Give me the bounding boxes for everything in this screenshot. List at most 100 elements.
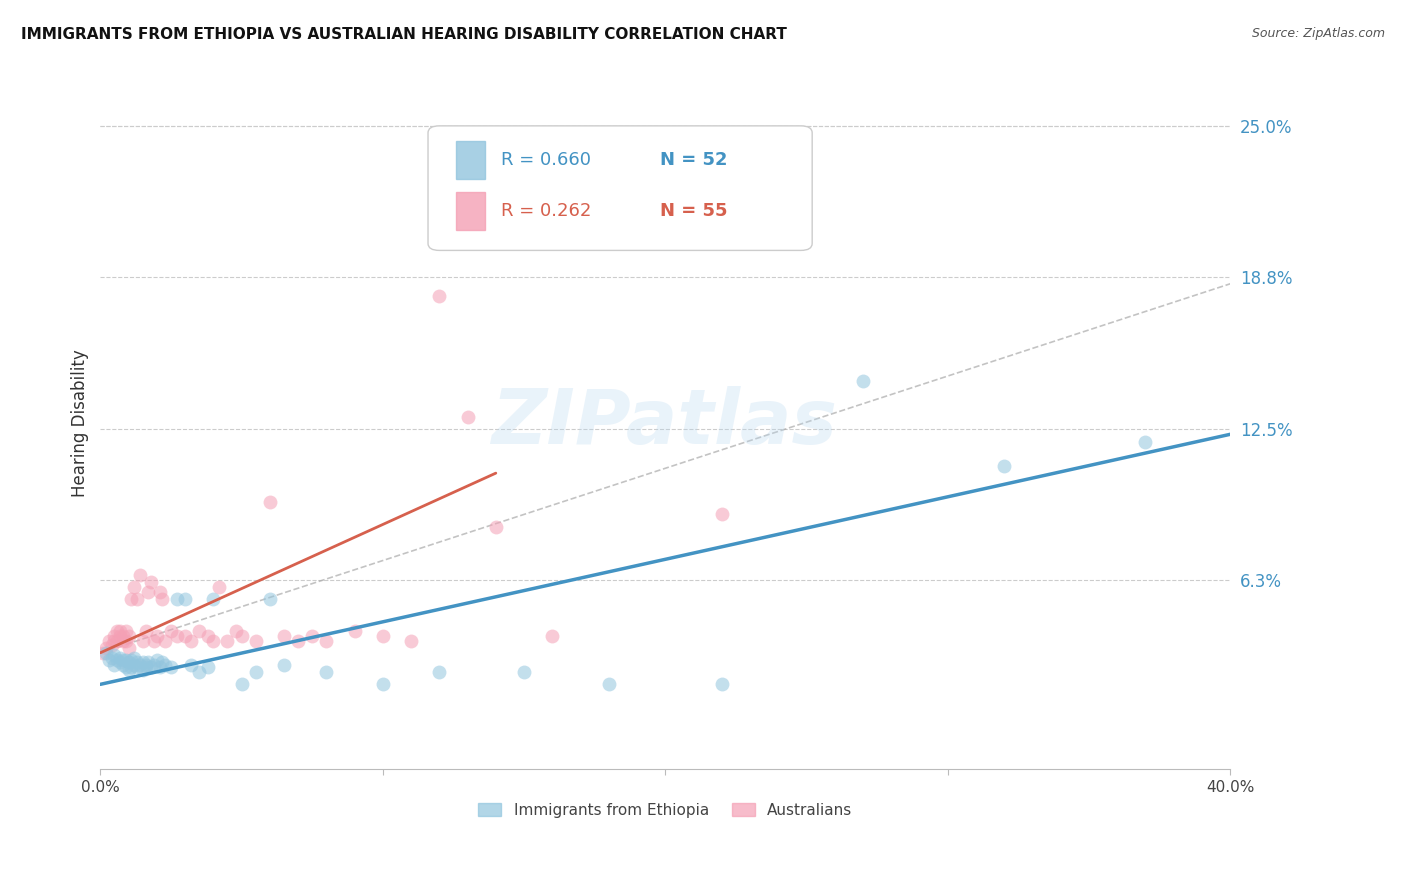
Point [152,592,174,607]
Text: R = 0.660: R = 0.660 [502,152,592,169]
Point [208,580,231,594]
Point [114,653,136,667]
Point [125,592,148,607]
Point [122,657,145,672]
Point [149,660,172,674]
Point [125,656,148,670]
Point [245,665,267,680]
Point [120,653,142,667]
Point [371,629,394,643]
Point [155,633,177,648]
Point [149,585,172,599]
Point [97,633,120,648]
Point [135,624,157,638]
Point [427,289,450,303]
Point [138,656,160,670]
Point [111,657,134,672]
Point [399,633,422,648]
Point [117,640,139,655]
Point [146,653,169,667]
Point [993,458,1015,473]
Point [852,374,875,388]
Point [94,646,117,660]
Point [128,568,150,582]
Point [114,660,136,674]
Text: N = 55: N = 55 [659,202,727,220]
Point [427,665,450,680]
Point [100,650,122,665]
Point [97,653,120,667]
Point [598,677,620,691]
Point [485,519,508,533]
Point [103,657,125,672]
Point [120,660,142,674]
Point [315,665,337,680]
Point [108,624,131,638]
Point [141,575,163,590]
Legend: Immigrants from Ethiopia, Australians: Immigrants from Ethiopia, Australians [472,797,858,824]
Point [197,629,219,643]
FancyBboxPatch shape [427,126,813,251]
Point [122,650,145,665]
Point [315,633,337,648]
Point [188,665,211,680]
Point [710,677,733,691]
Point [125,660,148,674]
Point [103,633,125,648]
Point [259,592,281,607]
Point [132,633,155,648]
Point [117,656,139,670]
Point [225,624,247,638]
Point [626,192,648,206]
Point [710,508,733,522]
Text: ZIPatlas: ZIPatlas [492,386,838,460]
Point [117,629,139,643]
Point [231,629,253,643]
Point [114,633,136,648]
Point [146,629,169,643]
Point [188,624,211,638]
Point [273,657,295,672]
FancyBboxPatch shape [457,141,485,179]
Text: IMMIGRANTS FROM ETHIOPIA VS AUSTRALIAN HEARING DISABILITY CORRELATION CHART: IMMIGRANTS FROM ETHIOPIA VS AUSTRALIAN H… [21,27,787,42]
Point [202,633,225,648]
Point [132,663,155,677]
Y-axis label: Hearing Disability: Hearing Disability [72,350,89,497]
Point [202,592,225,607]
Point [114,624,136,638]
Point [100,639,122,653]
Point [141,660,163,674]
Point [160,660,183,674]
Point [174,592,197,607]
Point [273,629,295,643]
Point [143,633,166,648]
Point [197,660,219,674]
Text: N = 52: N = 52 [659,152,727,169]
Point [108,650,131,665]
Point [105,624,128,638]
Point [180,633,202,648]
Point [128,657,150,672]
Point [135,660,157,674]
Point [111,629,134,643]
Point [105,653,128,667]
Point [513,665,536,680]
Point [120,592,142,607]
Point [108,629,131,643]
Point [343,624,366,638]
Point [259,495,281,509]
Point [122,580,145,594]
Point [231,677,253,691]
Point [160,624,183,638]
Point [245,633,267,648]
Text: Source: ZipAtlas.com: Source: ZipAtlas.com [1251,27,1385,40]
Point [111,653,134,667]
Point [132,656,155,670]
Point [287,633,309,648]
Point [143,657,166,672]
Point [457,410,479,425]
Point [217,633,239,648]
Point [117,663,139,677]
Point [103,629,125,643]
Point [138,585,160,599]
